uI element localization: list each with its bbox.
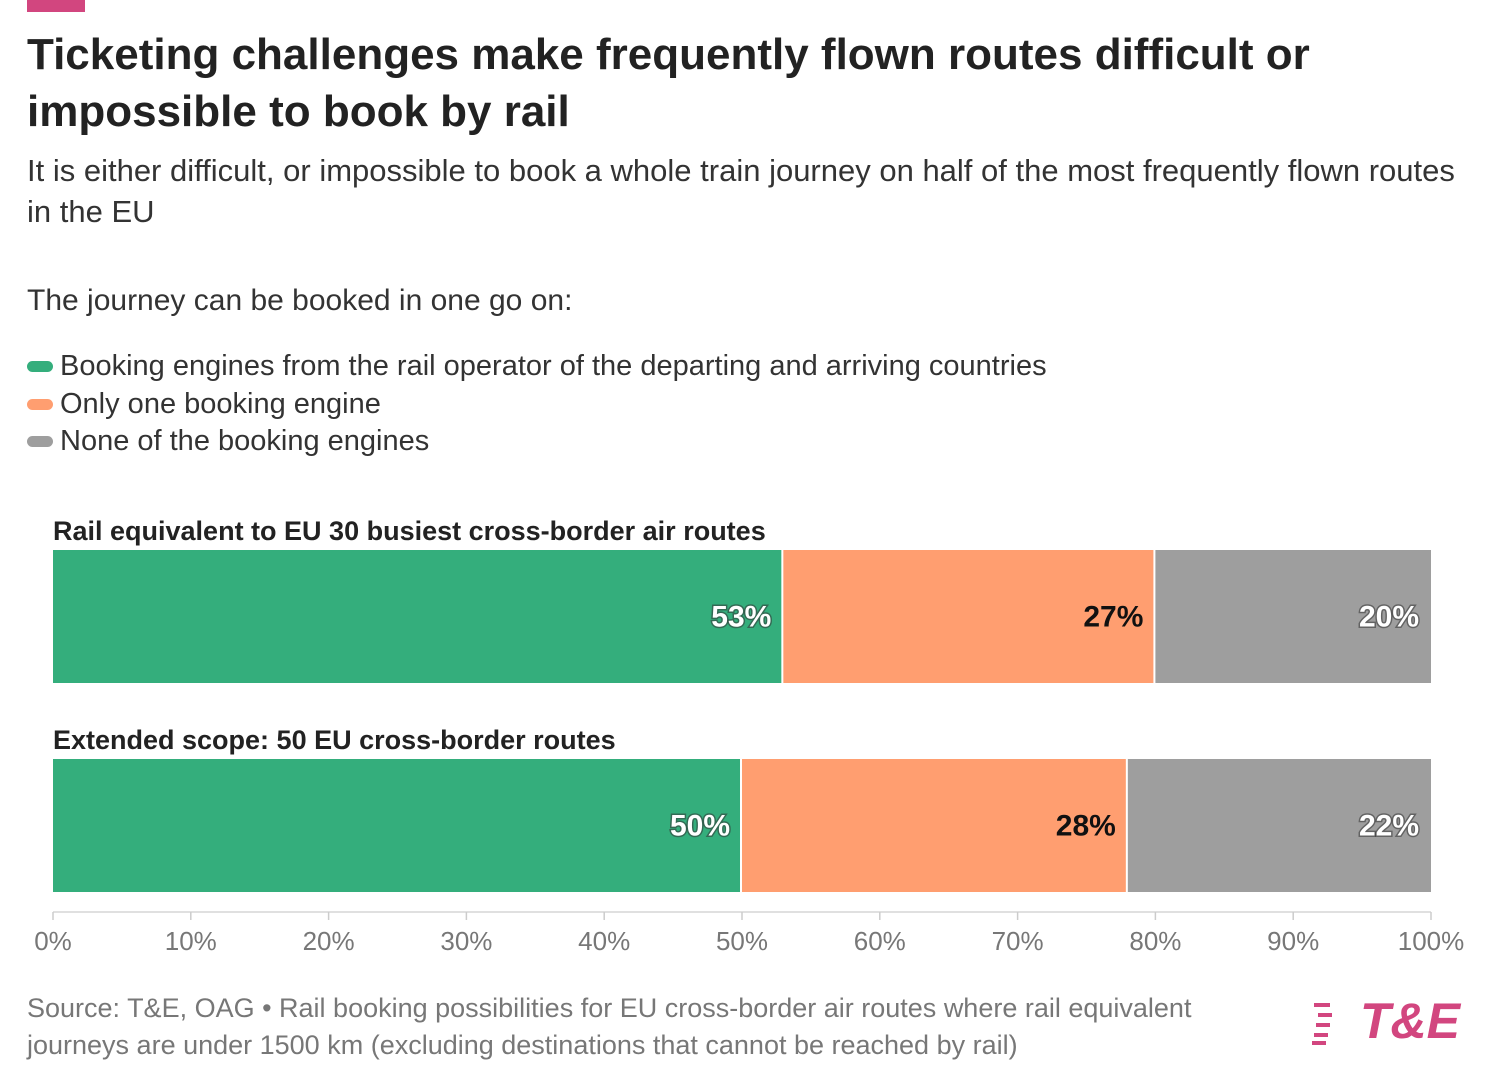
chart: Rail equivalent to EU 30 busiest cross-b… [34, 516, 1465, 956]
x-tick-label: 100% [1398, 926, 1465, 956]
legend-swatch [27, 436, 53, 447]
legend-title: The journey can be booked in one go on: [27, 284, 573, 317]
data-label: 53% [711, 600, 771, 633]
row-label: Rail equivalent to EU 30 busiest cross-b… [53, 516, 766, 546]
chart-subtitle: It is either difficult, or impossible to… [27, 153, 1455, 229]
x-tick-label: 60% [854, 926, 906, 956]
x-tick-label: 70% [992, 926, 1044, 956]
bar-segment [53, 759, 740, 892]
logo-text: T&E [1360, 995, 1462, 1049]
legend-swatch [27, 398, 53, 410]
source-note: Source: T&E, OAG • Rail booking possibil… [27, 993, 1192, 1060]
x-tick-label: 90% [1267, 926, 1319, 956]
logo: T&E [1312, 995, 1462, 1049]
legend-label: Only one booking engine [60, 387, 381, 420]
x-tick-label: 80% [1129, 926, 1181, 956]
legend-label: Booking engines from the rail operator o… [60, 350, 1047, 382]
legend-item: Only one booking engine [27, 388, 381, 421]
legend-swatch [27, 361, 53, 372]
data-label: 28% [1056, 809, 1116, 842]
legend-label: None of the booking engines [60, 425, 430, 457]
bar-segment [783, 550, 1154, 683]
data-label: 20% [1359, 600, 1419, 633]
data-label: 22% [1359, 809, 1419, 842]
x-tick-label: 50% [716, 926, 768, 956]
bar-segment [1127, 759, 1431, 892]
legend-item: Booking engines from the rail operator o… [27, 350, 1047, 383]
bar-segment [53, 550, 782, 683]
data-label: 27% [1083, 600, 1143, 633]
x-tick-label: 10% [165, 926, 217, 956]
logo-stripes [1312, 1003, 1332, 1045]
bar-segment [742, 759, 1126, 892]
row-label: Extended scope: 50 EU cross-border route… [53, 725, 616, 755]
x-tick-label: 30% [440, 926, 492, 956]
x-tick-label: 20% [303, 926, 355, 956]
x-tick-label: 40% [578, 926, 630, 956]
legend-item: None of the booking engines [27, 425, 429, 458]
chart-title: Ticketing challenges make frequently flo… [27, 30, 1310, 136]
accent-bar [27, 0, 85, 12]
data-label: 50% [670, 809, 730, 842]
bar-segment [1155, 550, 1431, 683]
x-tick-label: 0% [34, 926, 72, 956]
